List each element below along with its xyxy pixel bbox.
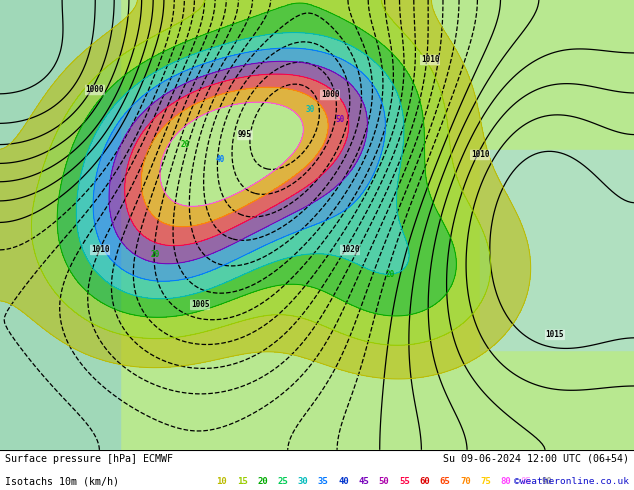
Text: 50: 50 bbox=[335, 116, 345, 124]
Text: 1005: 1005 bbox=[191, 300, 209, 309]
FancyBboxPatch shape bbox=[0, 0, 120, 450]
Text: 20: 20 bbox=[257, 477, 268, 486]
Text: 40: 40 bbox=[216, 155, 224, 165]
Text: 75: 75 bbox=[481, 477, 491, 486]
Text: 1000: 1000 bbox=[86, 85, 104, 95]
Text: ©weatheronline.co.uk: ©weatheronline.co.uk bbox=[514, 477, 629, 486]
Text: 45: 45 bbox=[359, 477, 369, 486]
Text: 10: 10 bbox=[217, 477, 227, 486]
Text: 65: 65 bbox=[440, 477, 450, 486]
Text: 55: 55 bbox=[399, 477, 410, 486]
Text: 30: 30 bbox=[306, 105, 314, 115]
Text: 50: 50 bbox=[379, 477, 389, 486]
Text: 40: 40 bbox=[339, 477, 349, 486]
Text: Su 09-06-2024 12:00 UTC (06+54): Su 09-06-2024 12:00 UTC (06+54) bbox=[443, 454, 629, 464]
Text: 995: 995 bbox=[238, 130, 252, 140]
Text: 30: 30 bbox=[298, 477, 308, 486]
Text: 1010: 1010 bbox=[471, 150, 489, 159]
Text: Surface pressure [hPa] ECMWF: Surface pressure [hPa] ECMWF bbox=[5, 454, 173, 464]
Text: 15: 15 bbox=[237, 477, 247, 486]
Text: 85: 85 bbox=[521, 477, 531, 486]
Text: 20: 20 bbox=[385, 270, 394, 279]
Text: 20: 20 bbox=[181, 141, 190, 149]
Text: 90: 90 bbox=[541, 477, 552, 486]
Text: 60: 60 bbox=[420, 477, 430, 486]
Text: 20: 20 bbox=[150, 250, 160, 259]
Text: 1020: 1020 bbox=[340, 245, 359, 254]
Text: 1000: 1000 bbox=[321, 91, 339, 99]
Text: 1015: 1015 bbox=[546, 330, 564, 340]
Text: 35: 35 bbox=[318, 477, 328, 486]
FancyBboxPatch shape bbox=[480, 149, 634, 350]
Text: 25: 25 bbox=[278, 477, 288, 486]
Text: 1010: 1010 bbox=[91, 245, 109, 254]
Text: 80: 80 bbox=[501, 477, 511, 486]
Text: 70: 70 bbox=[460, 477, 470, 486]
Text: 1010: 1010 bbox=[421, 55, 439, 65]
Text: Isotachs 10m (km/h): Isotachs 10m (km/h) bbox=[5, 476, 119, 486]
